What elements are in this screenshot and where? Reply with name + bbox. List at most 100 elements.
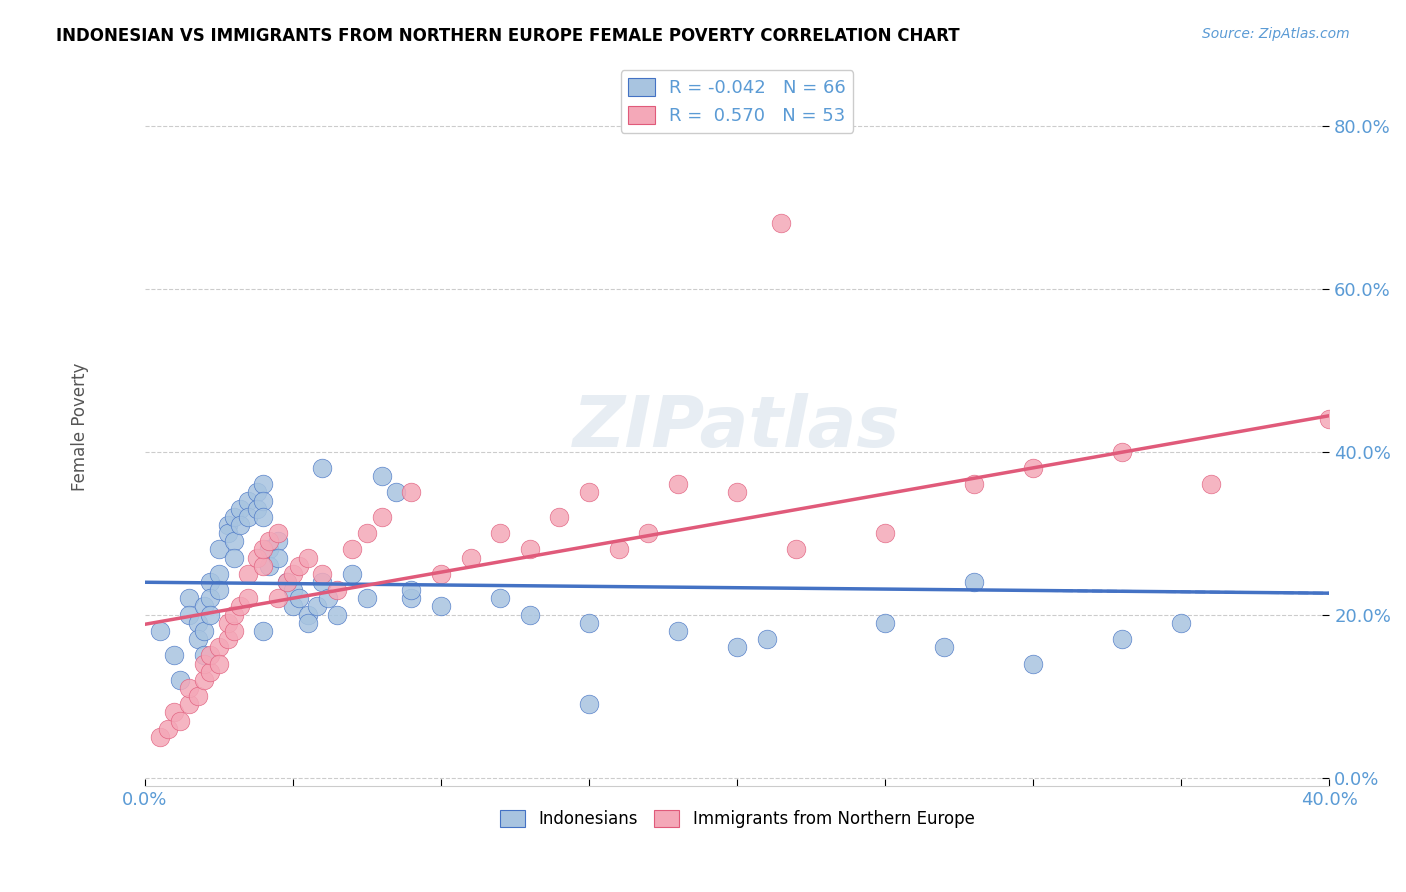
- Point: [238, 509, 260, 524]
- Point: [252, 477, 274, 491]
- Point: [276, 574, 298, 589]
- Point: [208, 657, 231, 671]
- Point: [163, 706, 186, 720]
- Point: [725, 485, 748, 500]
- Point: [340, 566, 363, 581]
- Point: [217, 615, 239, 630]
- Point: [179, 698, 201, 712]
- Point: [252, 624, 274, 638]
- Point: [666, 624, 689, 638]
- Point: [1111, 632, 1133, 646]
- Point: [187, 615, 209, 630]
- Point: [252, 493, 274, 508]
- Point: [179, 681, 201, 695]
- Point: [430, 566, 453, 581]
- Point: [356, 591, 378, 606]
- Point: [963, 477, 986, 491]
- Point: [637, 526, 659, 541]
- Point: [281, 566, 304, 581]
- Point: [785, 542, 807, 557]
- Point: [326, 583, 349, 598]
- Point: [281, 583, 304, 598]
- Point: [666, 477, 689, 491]
- Point: [252, 558, 274, 573]
- Text: ZIPatlas: ZIPatlas: [574, 392, 901, 462]
- Point: [179, 607, 201, 622]
- Point: [169, 714, 191, 728]
- Point: [267, 591, 290, 606]
- Point: [1199, 477, 1222, 491]
- Point: [238, 566, 260, 581]
- Point: [193, 673, 215, 687]
- Point: [1317, 412, 1340, 426]
- Point: [297, 607, 319, 622]
- Point: [430, 599, 453, 614]
- Point: [267, 526, 290, 541]
- Point: [198, 665, 221, 679]
- Point: [755, 632, 778, 646]
- Point: [1170, 615, 1192, 630]
- Point: [149, 624, 172, 638]
- Point: [222, 624, 245, 638]
- Point: [267, 534, 290, 549]
- Point: [217, 518, 239, 533]
- Point: [1111, 444, 1133, 458]
- Point: [875, 526, 897, 541]
- Point: [607, 542, 630, 557]
- Point: [578, 698, 600, 712]
- Point: [217, 526, 239, 541]
- Point: [228, 501, 250, 516]
- Point: [340, 542, 363, 557]
- Point: [222, 509, 245, 524]
- Point: [281, 599, 304, 614]
- Point: [228, 518, 250, 533]
- Point: [356, 526, 378, 541]
- Point: [222, 607, 245, 622]
- Point: [193, 599, 215, 614]
- Point: [401, 591, 423, 606]
- Point: [370, 469, 392, 483]
- Point: [257, 534, 280, 549]
- Point: [246, 501, 269, 516]
- Point: [305, 599, 328, 614]
- Point: [198, 607, 221, 622]
- Point: [297, 615, 319, 630]
- Text: Source: ZipAtlas.com: Source: ZipAtlas.com: [1202, 27, 1350, 41]
- Point: [208, 640, 231, 655]
- Point: [246, 485, 269, 500]
- Point: [1022, 657, 1045, 671]
- Point: [297, 550, 319, 565]
- Point: [193, 624, 215, 638]
- Point: [187, 689, 209, 703]
- Point: [326, 607, 349, 622]
- Point: [489, 591, 512, 606]
- Point: [725, 640, 748, 655]
- Point: [370, 509, 392, 524]
- Point: [217, 632, 239, 646]
- Point: [198, 648, 221, 663]
- Point: [288, 591, 311, 606]
- Point: [519, 542, 541, 557]
- Point: [187, 632, 209, 646]
- Point: [179, 591, 201, 606]
- Point: [252, 509, 274, 524]
- Point: [228, 599, 250, 614]
- Point: [489, 526, 512, 541]
- Point: [238, 591, 260, 606]
- Text: INDONESIAN VS IMMIGRANTS FROM NORTHERN EUROPE FEMALE POVERTY CORRELATION CHART: INDONESIAN VS IMMIGRANTS FROM NORTHERN E…: [56, 27, 960, 45]
- Y-axis label: Female Poverty: Female Poverty: [72, 363, 89, 491]
- Point: [288, 558, 311, 573]
- Legend: Indonesians, Immigrants from Northern Europe: Indonesians, Immigrants from Northern Eu…: [494, 804, 981, 835]
- Point: [548, 509, 571, 524]
- Point: [246, 550, 269, 565]
- Point: [311, 461, 333, 475]
- Point: [193, 648, 215, 663]
- Point: [208, 583, 231, 598]
- Point: [770, 216, 793, 230]
- Point: [198, 574, 221, 589]
- Point: [163, 648, 186, 663]
- Point: [252, 542, 274, 557]
- Point: [311, 574, 333, 589]
- Point: [149, 730, 172, 744]
- Point: [257, 558, 280, 573]
